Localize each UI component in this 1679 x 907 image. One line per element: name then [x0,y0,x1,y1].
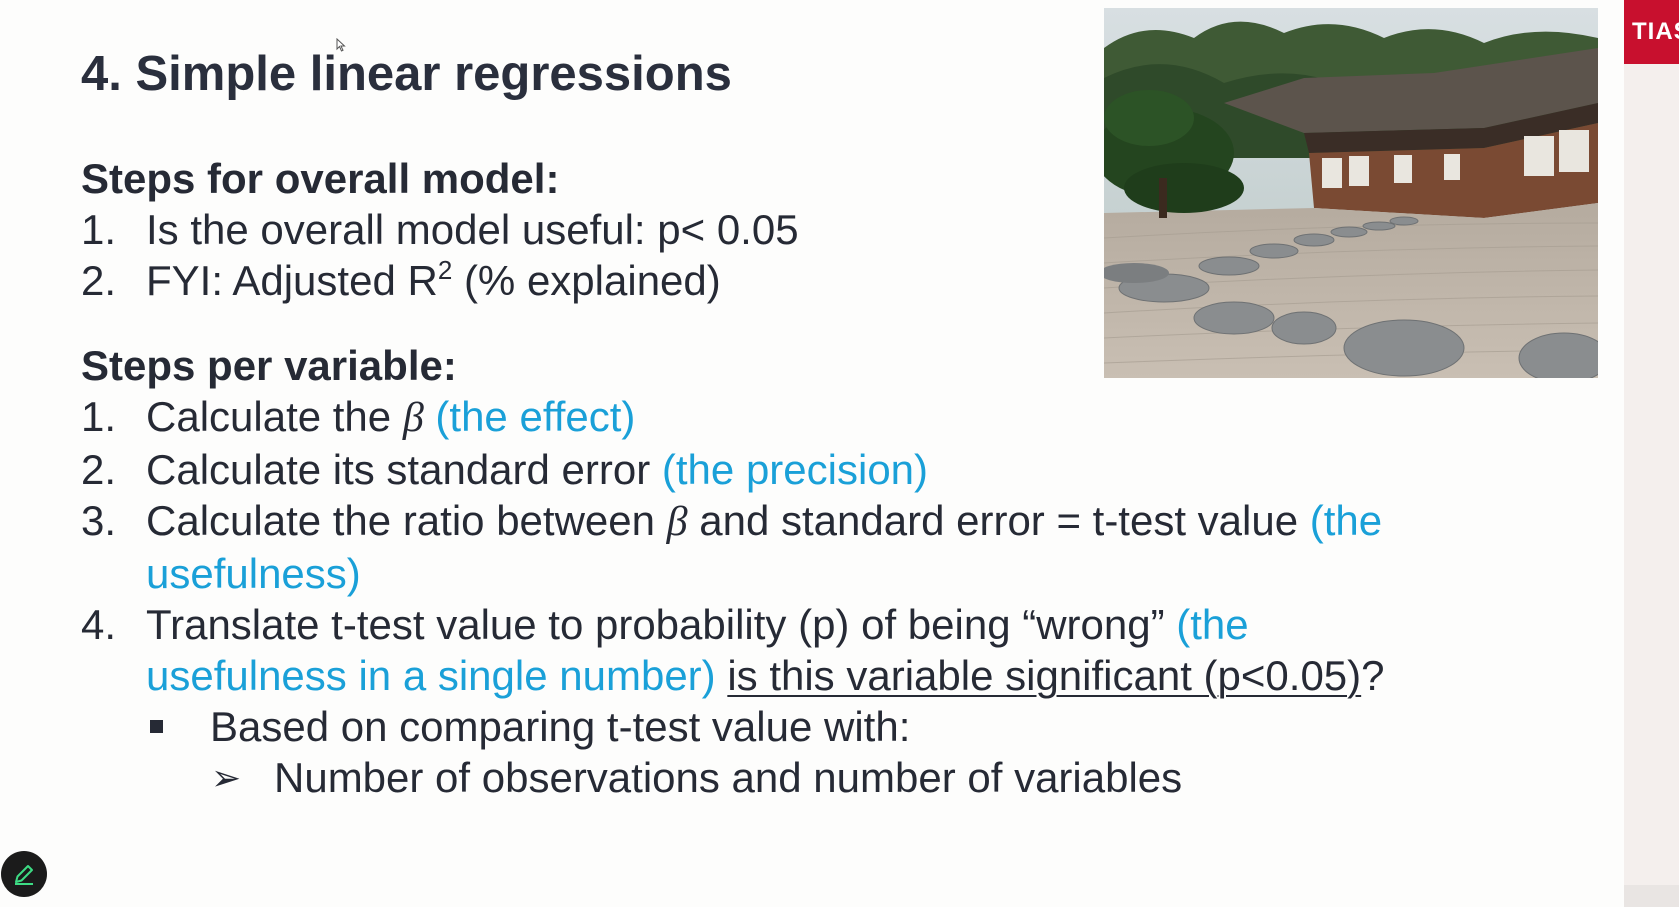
sub-sub-bullet-text: Number of observations and number of var… [274,754,1183,801]
sub-bullet-item: Based on comparing t-test value with: [81,701,1385,752]
step-number: 3. [81,497,117,544]
cursor-icon [336,38,346,52]
step-annotation: (the precision) [661,446,929,493]
step-text: Calculate its standard error [146,446,662,493]
pen-button[interactable] [1,851,47,897]
tias-logo: TIAS [1624,0,1679,64]
overall-step-1: 1. Is the overall model useful: p< 0.05 [81,204,799,255]
strip-bottom-bar [1624,885,1679,907]
overall-step-2: 2. FYI: Adjusted R2 (% explained) [81,255,799,306]
step-text: Is the overall model useful: p< 0.05 [146,206,799,253]
garden-photo-illustration [1104,8,1598,378]
overall-model-heading: Steps for overall model: [81,155,560,202]
slide-title: 4. Simple linear regressions [81,47,732,101]
arrow-bullet-icon: ➢ [211,757,242,798]
step-annotation: (the [1309,497,1383,544]
significance-question: is this variable significant (p<0.05) [727,652,1362,699]
step-text: (% explained) [452,257,721,304]
step-text: and standard error = t-test value [687,497,1310,544]
per-variable-heading: Steps per variable: [81,342,457,389]
step-number: 4. [81,601,117,648]
right-side-strip [1624,0,1679,907]
step-annotation: usefulness in a single number) [146,652,716,699]
sub-sub-bullet-item: ➢ Number of observations and number of v… [81,752,1385,803]
beta-symbol: β [666,499,688,545]
step-number: 1. [81,206,117,253]
step-annotation: (the [1176,601,1249,648]
per-variable-section: Steps per variable: 1. Calculate the β (… [81,340,1385,803]
step-number: 2. [81,257,117,304]
beta-symbol: β [402,395,424,441]
garden-photo [1104,8,1598,378]
square-bullet-icon [150,720,163,733]
variable-step-1: 1. Calculate the β (the effect) [81,391,1385,444]
overall-model-section: Steps for overall model: 1. Is the overa… [81,153,799,306]
variable-step-2: 2. Calculate its standard error (the pre… [81,444,1385,495]
pen-icon [15,865,33,885]
sub-bullet-text: Based on comparing t-test value with: [210,703,911,750]
step-text: FYI: Adjusted R [146,257,438,304]
step-text: Calculate the [146,393,403,440]
superscript: 2 [437,255,453,285]
variable-step-4: 4. Translate t-test value to probability… [81,599,1385,701]
step-number: 1. [81,393,117,440]
step-number: 2. [81,446,117,493]
slide: 4. Simple linear regressions Steps for o… [81,8,1598,803]
step-annotation: usefulness) [146,550,361,597]
variable-step-3: 3. Calculate the ratio between β and sta… [81,495,1385,599]
step-text [424,393,436,440]
step-text: Translate t-test value to probability (p… [146,601,1177,648]
step-text: Calculate the ratio between [146,497,667,544]
step-annotation: (the effect) [435,393,636,440]
question-mark: ? [1361,652,1385,699]
